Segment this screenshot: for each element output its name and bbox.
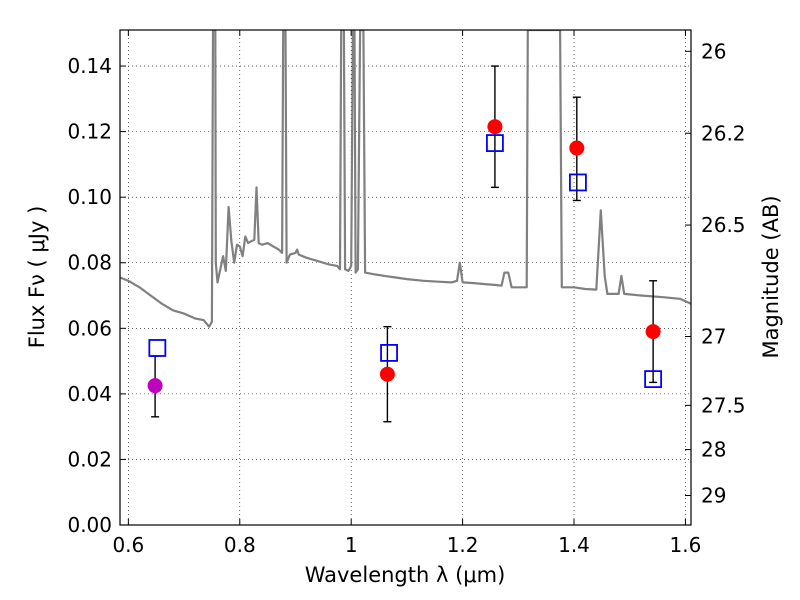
x-tick-label: 1.6 xyxy=(670,533,702,557)
model-spectrum-layer xyxy=(120,30,691,328)
y-tick-label: 0.10 xyxy=(67,185,112,209)
y2-tick-label: 28 xyxy=(701,438,726,462)
plot-frame xyxy=(119,29,692,526)
y2-tick-label: 26.5 xyxy=(701,213,746,237)
observed-circle-marker xyxy=(487,119,503,135)
model-square-marker xyxy=(380,343,398,362)
model-square-marker xyxy=(644,370,663,389)
y-axis-title: Flux Fν ( μJy ) xyxy=(25,206,49,349)
y-tick-label: 0.08 xyxy=(67,251,112,275)
observed-circle-marker xyxy=(569,140,585,156)
x-axis-title: Wavelength λ (μm) xyxy=(305,563,506,587)
x-tick-label: 1 xyxy=(345,533,358,557)
y-tick-label: 0.02 xyxy=(67,447,112,471)
model-square-marker xyxy=(569,173,587,192)
y2-axis-title: Magnitude (AB) xyxy=(759,195,783,358)
y2-tick-label: 26.2 xyxy=(701,121,746,145)
grid-lines xyxy=(120,30,691,525)
y-tick-label: 0.04 xyxy=(67,382,112,406)
data-points-layer xyxy=(147,65,663,423)
model-square-marker xyxy=(148,339,167,357)
y2-tick-label: 27 xyxy=(701,325,726,349)
y-tick-label: 0.12 xyxy=(67,120,112,144)
x-tick-label: 1.2 xyxy=(447,533,479,557)
x-tick-label: 1.4 xyxy=(558,533,590,557)
model-square-marker xyxy=(486,134,504,152)
y2-tick-label: 27.5 xyxy=(701,393,746,417)
x-tick-label: 0.8 xyxy=(224,533,256,557)
y-tick-label: 0.14 xyxy=(67,54,112,78)
axis-ticks xyxy=(120,30,691,526)
observed-circle-marker xyxy=(645,324,661,340)
y-tick-label: 0.00 xyxy=(67,513,112,537)
y-tick-label: 0.06 xyxy=(67,316,112,340)
y2-tick-label: 29 xyxy=(701,483,726,507)
observed-circle-marker xyxy=(379,366,395,382)
tick-labels: 0.6 0.8 1 1.2 1.4 1.6 0.00 0.02 0.04 0.06 0.08 0.10… xyxy=(67,39,745,557)
model-spectrum-line xyxy=(120,30,691,328)
x-tick-label: 0.6 xyxy=(112,533,144,557)
y2-tick-label: 26 xyxy=(701,39,726,63)
observed-circle-marker xyxy=(147,378,163,394)
